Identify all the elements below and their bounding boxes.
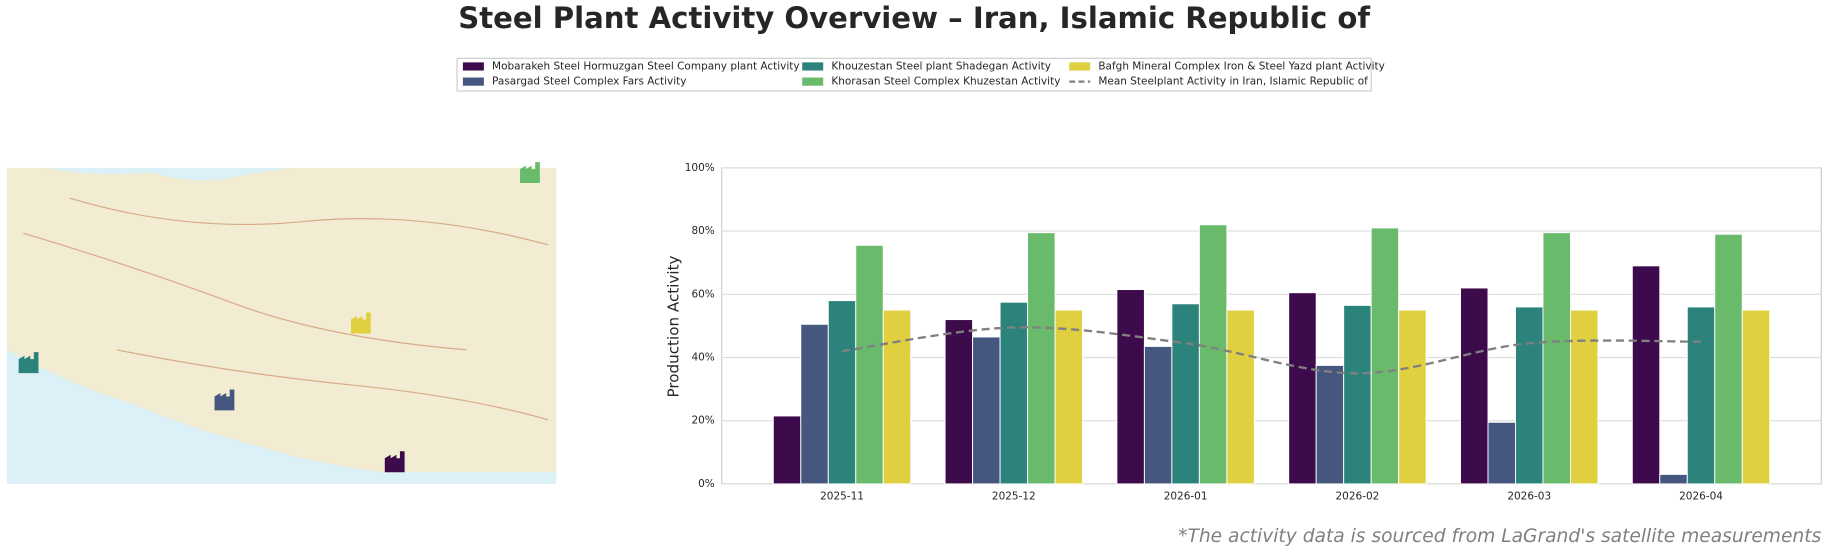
y-axis-label: Production Activity [664,255,682,397]
plant-icon [520,162,540,184]
map [6,167,557,484]
plant-icon-shape [350,312,371,334]
bar [944,319,974,485]
bar [827,300,857,485]
legend-label: Mean Steelplant Activity in Iran, Islami… [1098,76,1368,88]
plant-icon [350,312,371,334]
y-tick-label: 20% [691,415,714,427]
legend-label: Mobarakeh Steel Hormuzgan Steel Company … [492,60,800,72]
bar [1370,227,1400,485]
plant-icon [18,352,39,374]
y-tick-label: 80% [691,225,714,237]
bar [1487,421,1516,485]
map-sea [6,349,557,484]
y-tick-label: 60% [691,288,714,300]
legend-swatch [462,77,484,86]
x-tick-label: 2025-12 [992,491,1036,503]
legend-label: Khorasan Steel Complex Khuzestan Activit… [831,76,1060,88]
chart-root: Steel Plant Activity Overview – Iran, Is… [6,1,1822,547]
x-tick-label: 2026-01 [1164,491,1208,503]
plant-icon-shape [520,162,540,184]
legend-swatch [802,77,824,86]
bar [1116,289,1145,485]
y-tick-label: 0% [698,478,715,490]
legend-swatch [1069,62,1091,71]
x-tick-label: 2026-02 [1336,491,1380,503]
bar [1714,233,1743,485]
legend-swatch [802,62,824,71]
footnote: *The activity data is sourced from LaGra… [1178,526,1821,547]
x-tick-label: 2026-04 [1679,491,1723,503]
bar [1198,224,1228,485]
bar [1686,306,1716,485]
bar [882,309,912,485]
legend-label: Pasargad Steel Complex Fars Activity [492,76,686,88]
plant-icon-shape [18,352,39,374]
bar [1027,232,1056,485]
bar [1054,309,1084,485]
x-tick-label: 2025-11 [820,491,864,503]
bar [772,415,802,485]
bar [1515,306,1544,485]
y-tick-label: 40% [691,351,714,363]
plant-icon-shape [214,389,235,411]
bar [1143,345,1173,485]
map-roads [23,197,549,421]
bar [1659,473,1688,485]
bar [999,301,1029,485]
bar [1631,265,1661,485]
chart-title: Steel Plant Activity Overview – Iran, Is… [458,1,1370,35]
bar [1569,309,1599,485]
legend-swatch [462,62,484,71]
bar [1171,303,1200,485]
bar [800,323,829,485]
plant-icon-shape [384,451,405,473]
bar [1542,232,1571,485]
map-caspian [46,167,292,181]
x-tick-label: 2026-03 [1507,491,1551,503]
bar [855,244,884,485]
bar [1398,309,1427,485]
plant-icon [214,389,235,411]
legend-label: Khouzestan Steel plant Shadegan Activity [831,60,1051,72]
legend-label: Bafgh Mineral Complex Iron & Steel Yazd … [1098,60,1384,72]
plant-icon [384,451,405,473]
legend-box [456,57,1372,92]
bar [1226,309,1255,485]
bar [1460,287,1489,485]
bar [1315,364,1345,485]
y-tick-label: 100% [685,162,715,174]
bar [1343,304,1372,485]
bar [1288,292,1317,485]
bar [1741,309,1771,485]
bar [972,336,1001,485]
